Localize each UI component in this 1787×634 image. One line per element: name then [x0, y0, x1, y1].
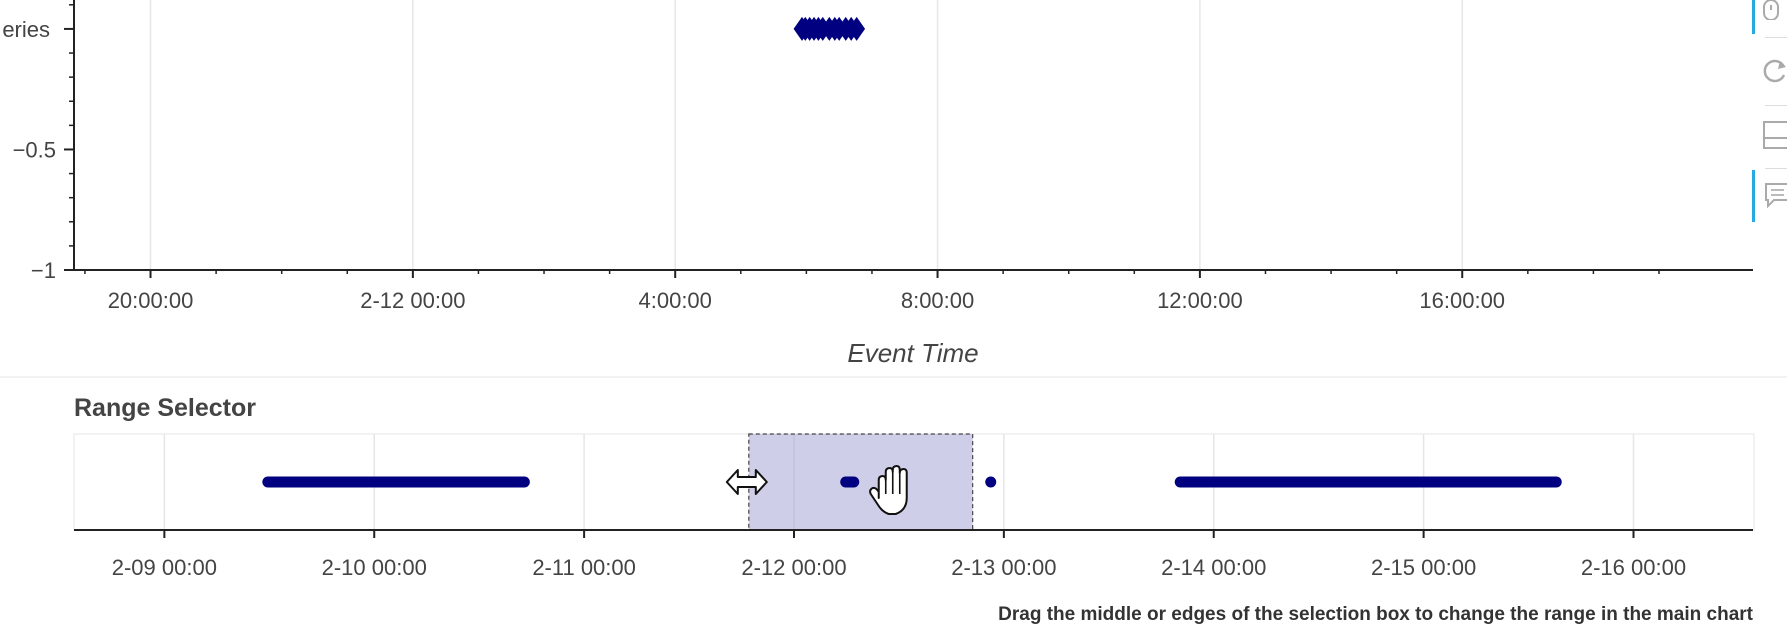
range-selector-x-tick-label: 2-10 00:00 — [322, 555, 427, 580]
main-x-tick-label: 4:00:00 — [639, 288, 712, 313]
main-x-tick-label: 2-12 00:00 — [360, 288, 465, 313]
range-selector-chart[interactable]: Range Selector 2-09 00:00 2-10 00:00 2-11 … — [73, 394, 1755, 625]
grab-hand-cursor-icon — [869, 465, 908, 515]
main-y-ticks: −0.5 −1 — [13, 4, 74, 283]
main-y-tick-label: −0.5 — [13, 137, 56, 162]
resize-cursor-icon — [725, 469, 768, 495]
main-x-tick-label: 20:00:00 — [108, 288, 194, 313]
range-selector-x-tick-label: 2-16 00:00 — [1581, 555, 1686, 580]
main-x-ticks: 20:00:00 2-12 00:00 4:00:00 8:00:00 12:00:00… — [84, 270, 1660, 313]
toolbar-separator — [1765, 105, 1787, 106]
toolbar-separator — [1765, 37, 1787, 38]
main-x-tick-label: 16:00:00 — [1419, 288, 1505, 313]
range-selector-x-tick-label: 2-14 00:00 — [1161, 555, 1266, 580]
main-chart[interactable]: 20:00:00 2-12 00:00 4:00:00 8:00:00 12:00:00… — [2, 0, 1753, 368]
hover-tool[interactable] — [1752, 170, 1787, 222]
main-x-axis-title: Event Time — [847, 338, 978, 368]
range-selector-x-ticks: 2-09 00:00 2-10 00:00 2-11 00:00 2-12 00:00… — [112, 530, 1686, 580]
selection-box[interactable] — [748, 433, 974, 531]
range-selector-x-tick-label: 2-12 00:00 — [741, 555, 846, 580]
reset-icon — [1763, 59, 1786, 83]
main-grid — [149, 0, 1463, 270]
range-selector-x-tick-label: 2-13 00:00 — [951, 555, 1056, 580]
main-y-tick-label: −1 — [31, 258, 56, 283]
wheel-zoom-tool[interactable] — [1752, 0, 1787, 34]
hover-icon — [1765, 183, 1787, 208]
main-points — [793, 16, 866, 41]
main-x-tick-label: 12:00:00 — [1157, 288, 1243, 313]
save-icon — [1763, 121, 1787, 149]
wheel-zoom-icon — [1763, 0, 1779, 20]
range-selector-x-tick-label: 2-11 00:00 — [532, 555, 636, 580]
range-selector-x-tick-label: 2-09 00:00 — [112, 555, 217, 580]
range-selector-x-tick-label: 2-15 00:00 — [1371, 555, 1476, 580]
main-y-axis-title: eries — [2, 17, 50, 42]
active-tool-indicator — [1752, 0, 1755, 34]
range-selector-title: Range Selector — [74, 394, 256, 422]
data-point-diamond[interactable] — [848, 16, 866, 41]
reset-tool[interactable] — [1752, 45, 1787, 97]
chart-toolbar — [1752, 0, 1787, 240]
save-tool[interactable] — [1752, 108, 1787, 160]
main-x-tick-label: 8:00:00 — [901, 288, 974, 313]
toolbar-separator — [1765, 168, 1787, 169]
active-tool-indicator — [1752, 170, 1755, 222]
range-selector-hint: Drag the middle or edges of the selectio… — [998, 604, 1754, 625]
